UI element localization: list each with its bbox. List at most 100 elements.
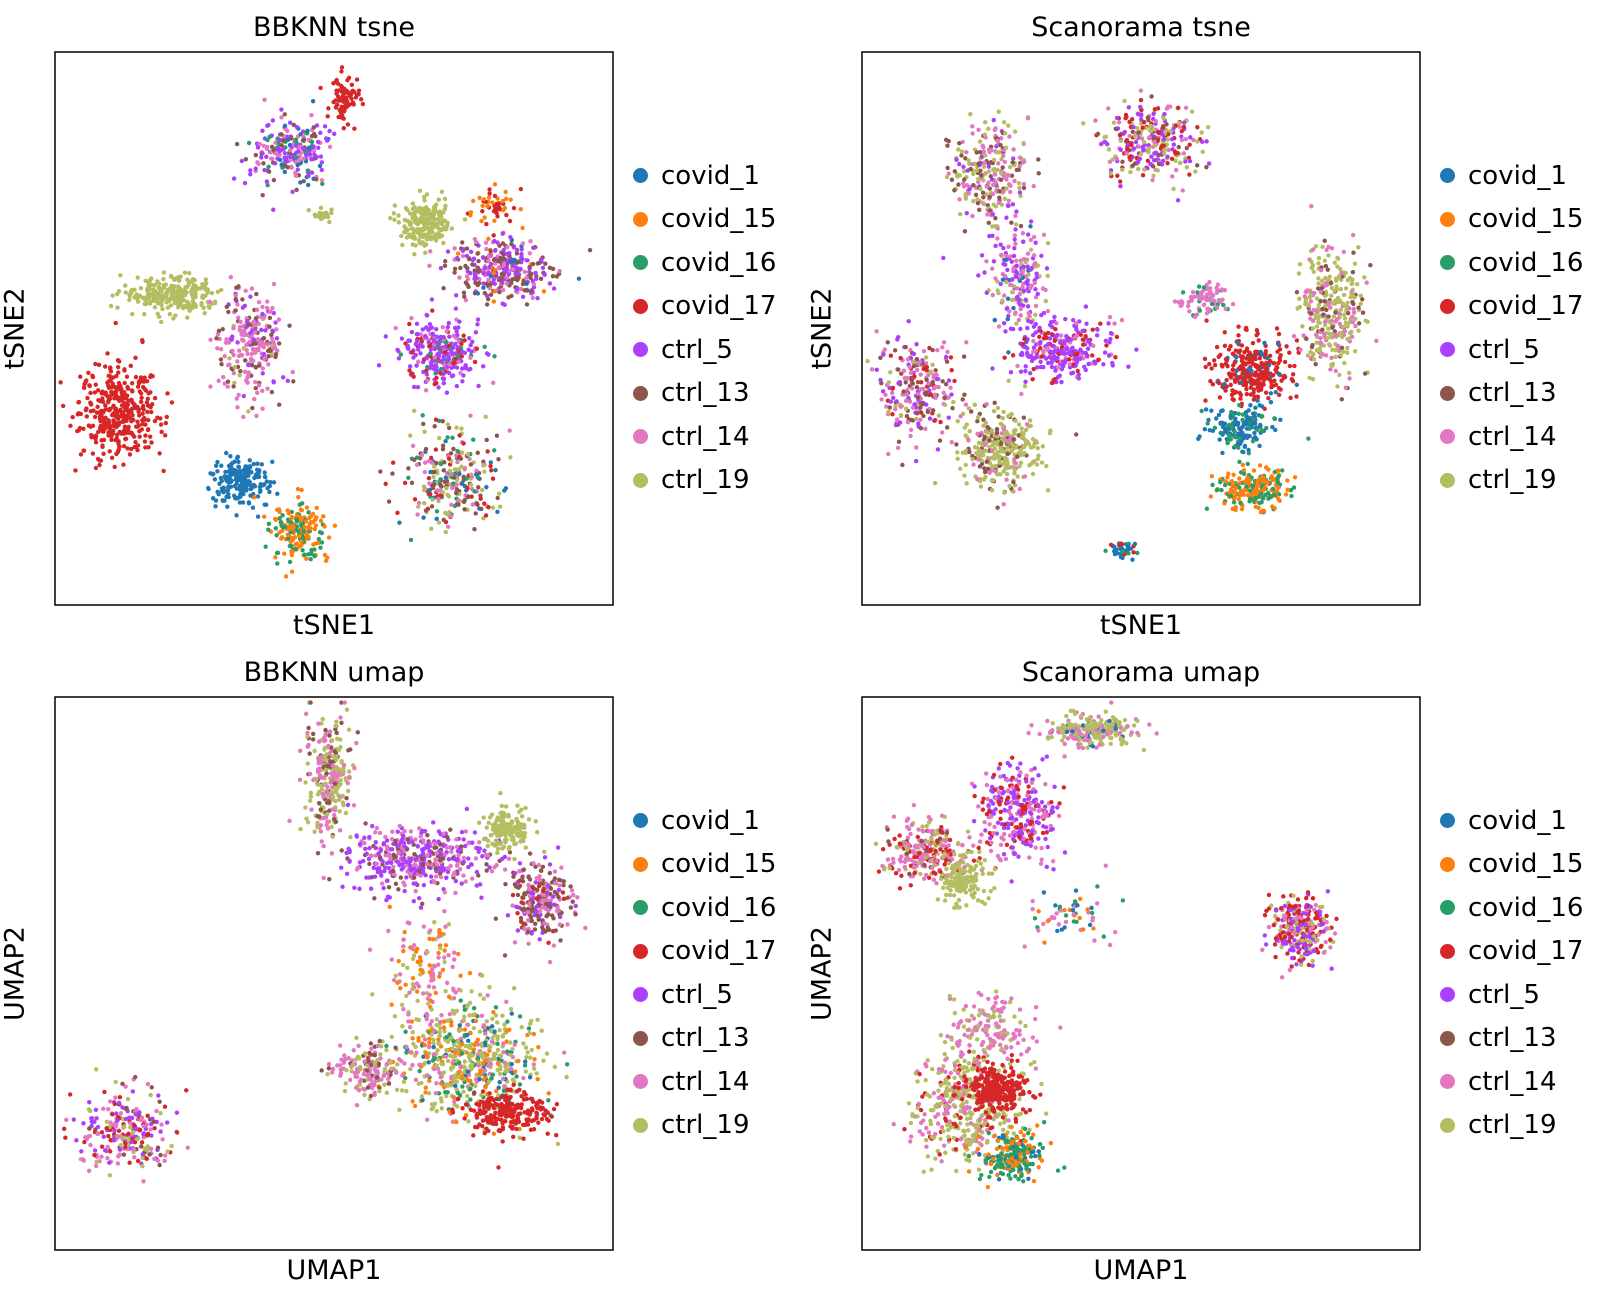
data-point-ctrl_14	[941, 340, 947, 345]
data-point-covid_15	[477, 195, 482, 201]
data-point-ctrl_19	[1162, 151, 1167, 156]
data-point-ctrl_19	[176, 275, 181, 280]
data-point-ctrl_5	[1019, 350, 1025, 356]
data-point-ctrl_13	[992, 400, 997, 406]
data-point-covid_1	[257, 489, 263, 495]
data-point-covid_17	[927, 345, 932, 351]
data-point-ctrl_5	[1067, 349, 1072, 355]
data-point-covid_17	[110, 431, 116, 436]
data-point-covid_17	[1037, 334, 1042, 340]
data-point-covid_17	[1248, 385, 1254, 390]
data-point-covid_17	[133, 355, 138, 360]
data-point-ctrl_19	[1020, 451, 1025, 456]
data-point-covid_17	[919, 380, 924, 385]
data-point-covid_16	[266, 164, 271, 170]
data-point-ctrl_13	[1021, 415, 1026, 420]
data-point-ctrl_19	[200, 281, 205, 287]
data-point-ctrl_14	[1021, 256, 1027, 262]
data-point-covid_17	[163, 420, 169, 426]
data-point-ctrl_14	[1032, 280, 1037, 286]
data-point-covid_16	[1255, 427, 1260, 432]
data-point-ctrl_5	[1028, 267, 1034, 272]
data-point-ctrl_5	[470, 339, 475, 345]
data-point-covid_17	[485, 449, 490, 454]
data-point-covid_16	[1210, 482, 1215, 488]
data-point-ctrl_13	[983, 469, 988, 475]
data-point-covid_15	[481, 197, 487, 202]
data-point-ctrl_14	[1017, 164, 1022, 169]
data-point-ctrl_14	[239, 332, 244, 337]
data-point-ctrl_5	[1084, 321, 1089, 326]
data-point-ctrl_19	[1138, 152, 1144, 157]
data-point-covid_17	[124, 374, 130, 379]
data-point-covid_17	[161, 468, 166, 474]
data-point-ctrl_14	[918, 387, 923, 392]
data-point-ctrl_5	[1008, 369, 1014, 375]
data-point-ctrl_5	[1012, 237, 1017, 242]
data-point-ctrl_5	[1023, 344, 1028, 350]
data-point-ctrl_13	[423, 508, 429, 513]
data-point-ctrl_5	[1047, 354, 1052, 360]
data-point-ctrl_5	[990, 212, 996, 217]
data-point-ctrl_19	[445, 512, 450, 517]
data-point-ctrl_19	[198, 286, 203, 291]
data-point-ctrl_5	[271, 380, 276, 385]
data-point-ctrl_19	[1000, 423, 1005, 428]
data-point-ctrl_13	[985, 425, 990, 430]
data-point-ctrl_14	[941, 390, 946, 395]
data-point-ctrl_5	[1004, 215, 1009, 220]
data-point-ctrl_5	[434, 368, 440, 374]
data-point-ctrl_14	[1001, 148, 1007, 153]
data-point-ctrl_19	[172, 300, 178, 306]
data-point-covid_1	[576, 276, 582, 281]
data-point-ctrl_14	[957, 197, 962, 202]
data-point-ctrl_13	[214, 336, 219, 341]
data-point-covid_1	[493, 467, 498, 473]
data-point-ctrl_19	[180, 292, 185, 298]
data-point-ctrl_14	[265, 342, 271, 347]
data-point-ctrl_14	[914, 367, 920, 373]
data-point-covid_1	[397, 520, 402, 525]
data-point-covid_16	[274, 533, 279, 538]
data-point-covid_16	[1237, 402, 1242, 408]
data-point-ctrl_14	[436, 496, 441, 502]
data-point-covid_17	[159, 429, 164, 435]
data-point-ctrl_14	[914, 445, 919, 450]
data-point-ctrl_13	[975, 419, 980, 424]
data-point-ctrl_13	[476, 280, 482, 286]
data-point-covid_17	[1256, 383, 1262, 388]
data-point-covid_17	[113, 390, 119, 395]
legend-item: ctrl_19	[633, 459, 776, 503]
data-point-covid_17	[125, 446, 130, 451]
data-point-covid_1	[484, 484, 489, 490]
data-point-covid_1	[1196, 436, 1201, 442]
data-point-ctrl_13	[276, 341, 282, 346]
data-point-covid_17	[141, 417, 147, 423]
data-point-ctrl_13	[253, 341, 258, 346]
data-point-ctrl_19	[241, 346, 247, 351]
data-point-covid_17	[129, 388, 135, 393]
data-point-ctrl_19	[930, 362, 935, 368]
data-point-ctrl_19	[185, 315, 190, 320]
data-point-ctrl_5	[888, 399, 893, 404]
data-point-covid_1	[228, 454, 233, 459]
data-point-ctrl_19	[442, 226, 448, 232]
data-point-ctrl_19	[1012, 129, 1018, 134]
data-point-covid_17	[86, 370, 91, 375]
data-point-covid_17	[1288, 395, 1293, 401]
data-point-ctrl_19	[987, 444, 992, 450]
data-point-ctrl_13	[238, 368, 243, 374]
data-point-ctrl_19	[986, 169, 992, 174]
data-point-ctrl_19	[991, 202, 996, 207]
data-point-ctrl_14	[228, 275, 234, 280]
data-point-covid_17	[1222, 343, 1228, 348]
data-point-ctrl_5	[468, 342, 473, 348]
data-point-ctrl_5	[424, 325, 429, 330]
data-point-ctrl_14	[1027, 285, 1033, 291]
data-point-ctrl_13	[1011, 479, 1016, 485]
data-point-ctrl_19	[430, 213, 436, 219]
data-point-ctrl_5	[500, 231, 505, 236]
data-point-ctrl_13	[452, 270, 457, 275]
data-point-covid_1	[232, 495, 238, 500]
data-point-covid_17	[116, 380, 122, 386]
